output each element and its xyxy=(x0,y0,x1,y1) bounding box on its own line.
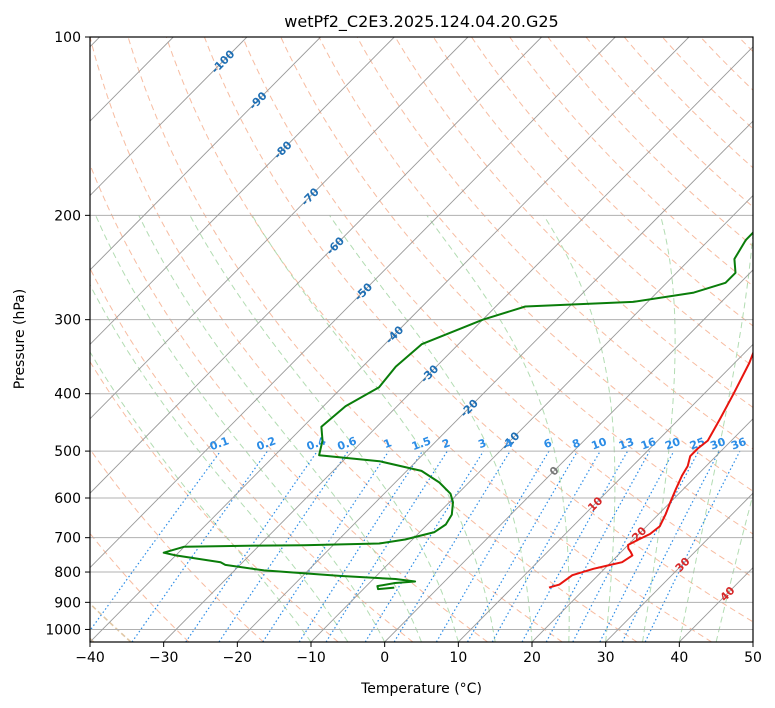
mixing-ratio-label: 25 xyxy=(688,435,707,452)
x-axis-ticks: −40 −30 −20 −10 0 10 20 30 40 50 xyxy=(75,642,762,666)
y-tick-label: 600 xyxy=(54,491,81,507)
y-tick-label: 900 xyxy=(54,595,81,611)
y-tick-label: 700 xyxy=(54,531,81,547)
moist-adiabat-line xyxy=(543,215,616,642)
isotherm-line xyxy=(531,418,753,642)
mixing-ratio-line xyxy=(90,450,221,632)
x-tick-label: −10 xyxy=(296,650,326,666)
x-tick-label: 50 xyxy=(744,650,762,666)
mixing-ratio-label: 0.1 xyxy=(208,434,231,453)
dry-adiabat-line xyxy=(90,448,264,642)
mixing-ratio-line xyxy=(491,450,601,642)
x-tick-label: −20 xyxy=(223,650,253,666)
isotherm-line xyxy=(90,37,395,345)
mixing-ratio-label: 1 xyxy=(382,436,394,451)
mixing-ratio-line xyxy=(644,450,741,642)
x-tick-label: 40 xyxy=(670,650,688,666)
mixing-ratio-line xyxy=(185,450,318,642)
profiles xyxy=(162,231,753,591)
dry-adiabat-line xyxy=(203,37,753,623)
isotherm-line xyxy=(90,37,248,197)
dewpoint-profile-line xyxy=(162,231,753,591)
mixing-ratio-label: 16 xyxy=(639,435,658,453)
mixing-ratio-label: 0.2 xyxy=(255,434,278,453)
dry-adiabat-line xyxy=(127,37,638,642)
moist-adiabat-line xyxy=(95,215,386,642)
mixing-ratio-line xyxy=(545,450,651,642)
dry-adiabat-line xyxy=(432,37,753,368)
dry-adiabat-line xyxy=(509,37,753,287)
isotherm-line xyxy=(310,194,753,642)
y-tick-label: 1000 xyxy=(45,622,81,638)
moist-adiabat-line xyxy=(426,215,570,642)
x-tick-label: 10 xyxy=(449,650,467,666)
isotherm-line xyxy=(90,37,321,271)
dry-adiabat-line xyxy=(90,163,488,642)
isotherm-line xyxy=(458,343,753,642)
plot-area xyxy=(90,37,753,642)
background-lines xyxy=(90,37,753,642)
mixing-ratio-line xyxy=(325,450,448,642)
mixing-ratio-label: 0.6 xyxy=(336,434,359,453)
mixing-ratio-line xyxy=(393,450,511,642)
y-tick-label: 300 xyxy=(54,313,81,329)
y-tick-label: 500 xyxy=(54,444,81,460)
y-tick-label: 800 xyxy=(54,565,81,581)
chart-title: wetPf2_C2E3.2025.124.04.20.G25 xyxy=(284,12,558,32)
plot-frame xyxy=(89,36,754,643)
mixing-ratio-label: 20 xyxy=(663,435,682,453)
isotherm-line xyxy=(90,37,542,494)
isotherm-line xyxy=(90,37,690,642)
isotherm-line xyxy=(384,269,753,642)
grid-lines xyxy=(90,37,753,642)
dry-adiabat-line xyxy=(280,37,753,535)
isotherm-line xyxy=(237,120,753,642)
x-tick-label: 20 xyxy=(523,650,541,666)
x-tick-label: 30 xyxy=(597,650,615,666)
y-tick-label: 400 xyxy=(54,387,81,403)
isotherm-line xyxy=(605,492,753,642)
mixing-ratio-line xyxy=(364,450,485,642)
dry-adiabat-line xyxy=(90,267,414,642)
isotherm-line xyxy=(752,641,753,642)
dry-adiabat-line xyxy=(242,37,753,579)
x-tick-label: 0 xyxy=(380,650,389,666)
dry-adiabat-line xyxy=(165,37,712,642)
mixing-ratio-line xyxy=(435,450,550,642)
mixing-ratio-label: 8 xyxy=(571,436,583,451)
x-tick-label: −30 xyxy=(149,650,179,666)
mixing-ratio-label: 36 xyxy=(729,435,748,453)
y-tick-label: 100 xyxy=(54,30,81,46)
moist-adiabat-line xyxy=(189,215,459,642)
x-tick-label: −40 xyxy=(75,650,105,666)
mixing-ratio-label: 4 xyxy=(503,436,515,451)
mixing-ratio-labels: 0.1 0.2 0.4 0.6 1 1.5 2 3 4 6 8 10 13 16 20 25 30 36 xyxy=(208,434,748,453)
mixing-ratio-label: 3 xyxy=(477,436,489,451)
mixing-ratio-label: 2 xyxy=(440,436,452,451)
moist-adiabat-line xyxy=(90,351,312,642)
dry-adiabat-line xyxy=(547,37,753,247)
y-tick-label: 200 xyxy=(54,208,81,224)
temperature-profile-line xyxy=(548,350,753,589)
moist-adiabat-line xyxy=(678,226,753,642)
mixing-ratio-line xyxy=(466,450,579,642)
isotherm-line xyxy=(90,37,469,420)
isotherm-line xyxy=(90,37,616,569)
mixing-ratio-label: 13 xyxy=(617,435,636,452)
y-axis-title: Pressure (hPa) xyxy=(12,289,28,389)
dry-adiabat-line xyxy=(394,37,753,409)
y-axis-ticks: 100 200 300 400 500 600 700 800 900 1000 xyxy=(45,30,90,638)
mixing-ratio-line xyxy=(521,450,629,642)
isotherm-line xyxy=(163,46,753,642)
x-axis-title: Temperature (°C) xyxy=(360,681,482,697)
moist-adiabat-line xyxy=(138,215,422,642)
mixing-ratio-label: 10 xyxy=(590,435,609,453)
mixing-ratio-label: 1.5 xyxy=(410,434,433,453)
moist-adiabat-line xyxy=(329,215,533,642)
mixing-ratio-label: 6 xyxy=(542,436,554,451)
mixing-ratio-label: 30 xyxy=(709,435,728,453)
moist-adiabat-line xyxy=(642,215,676,642)
mixing-ratio-line xyxy=(298,450,424,642)
